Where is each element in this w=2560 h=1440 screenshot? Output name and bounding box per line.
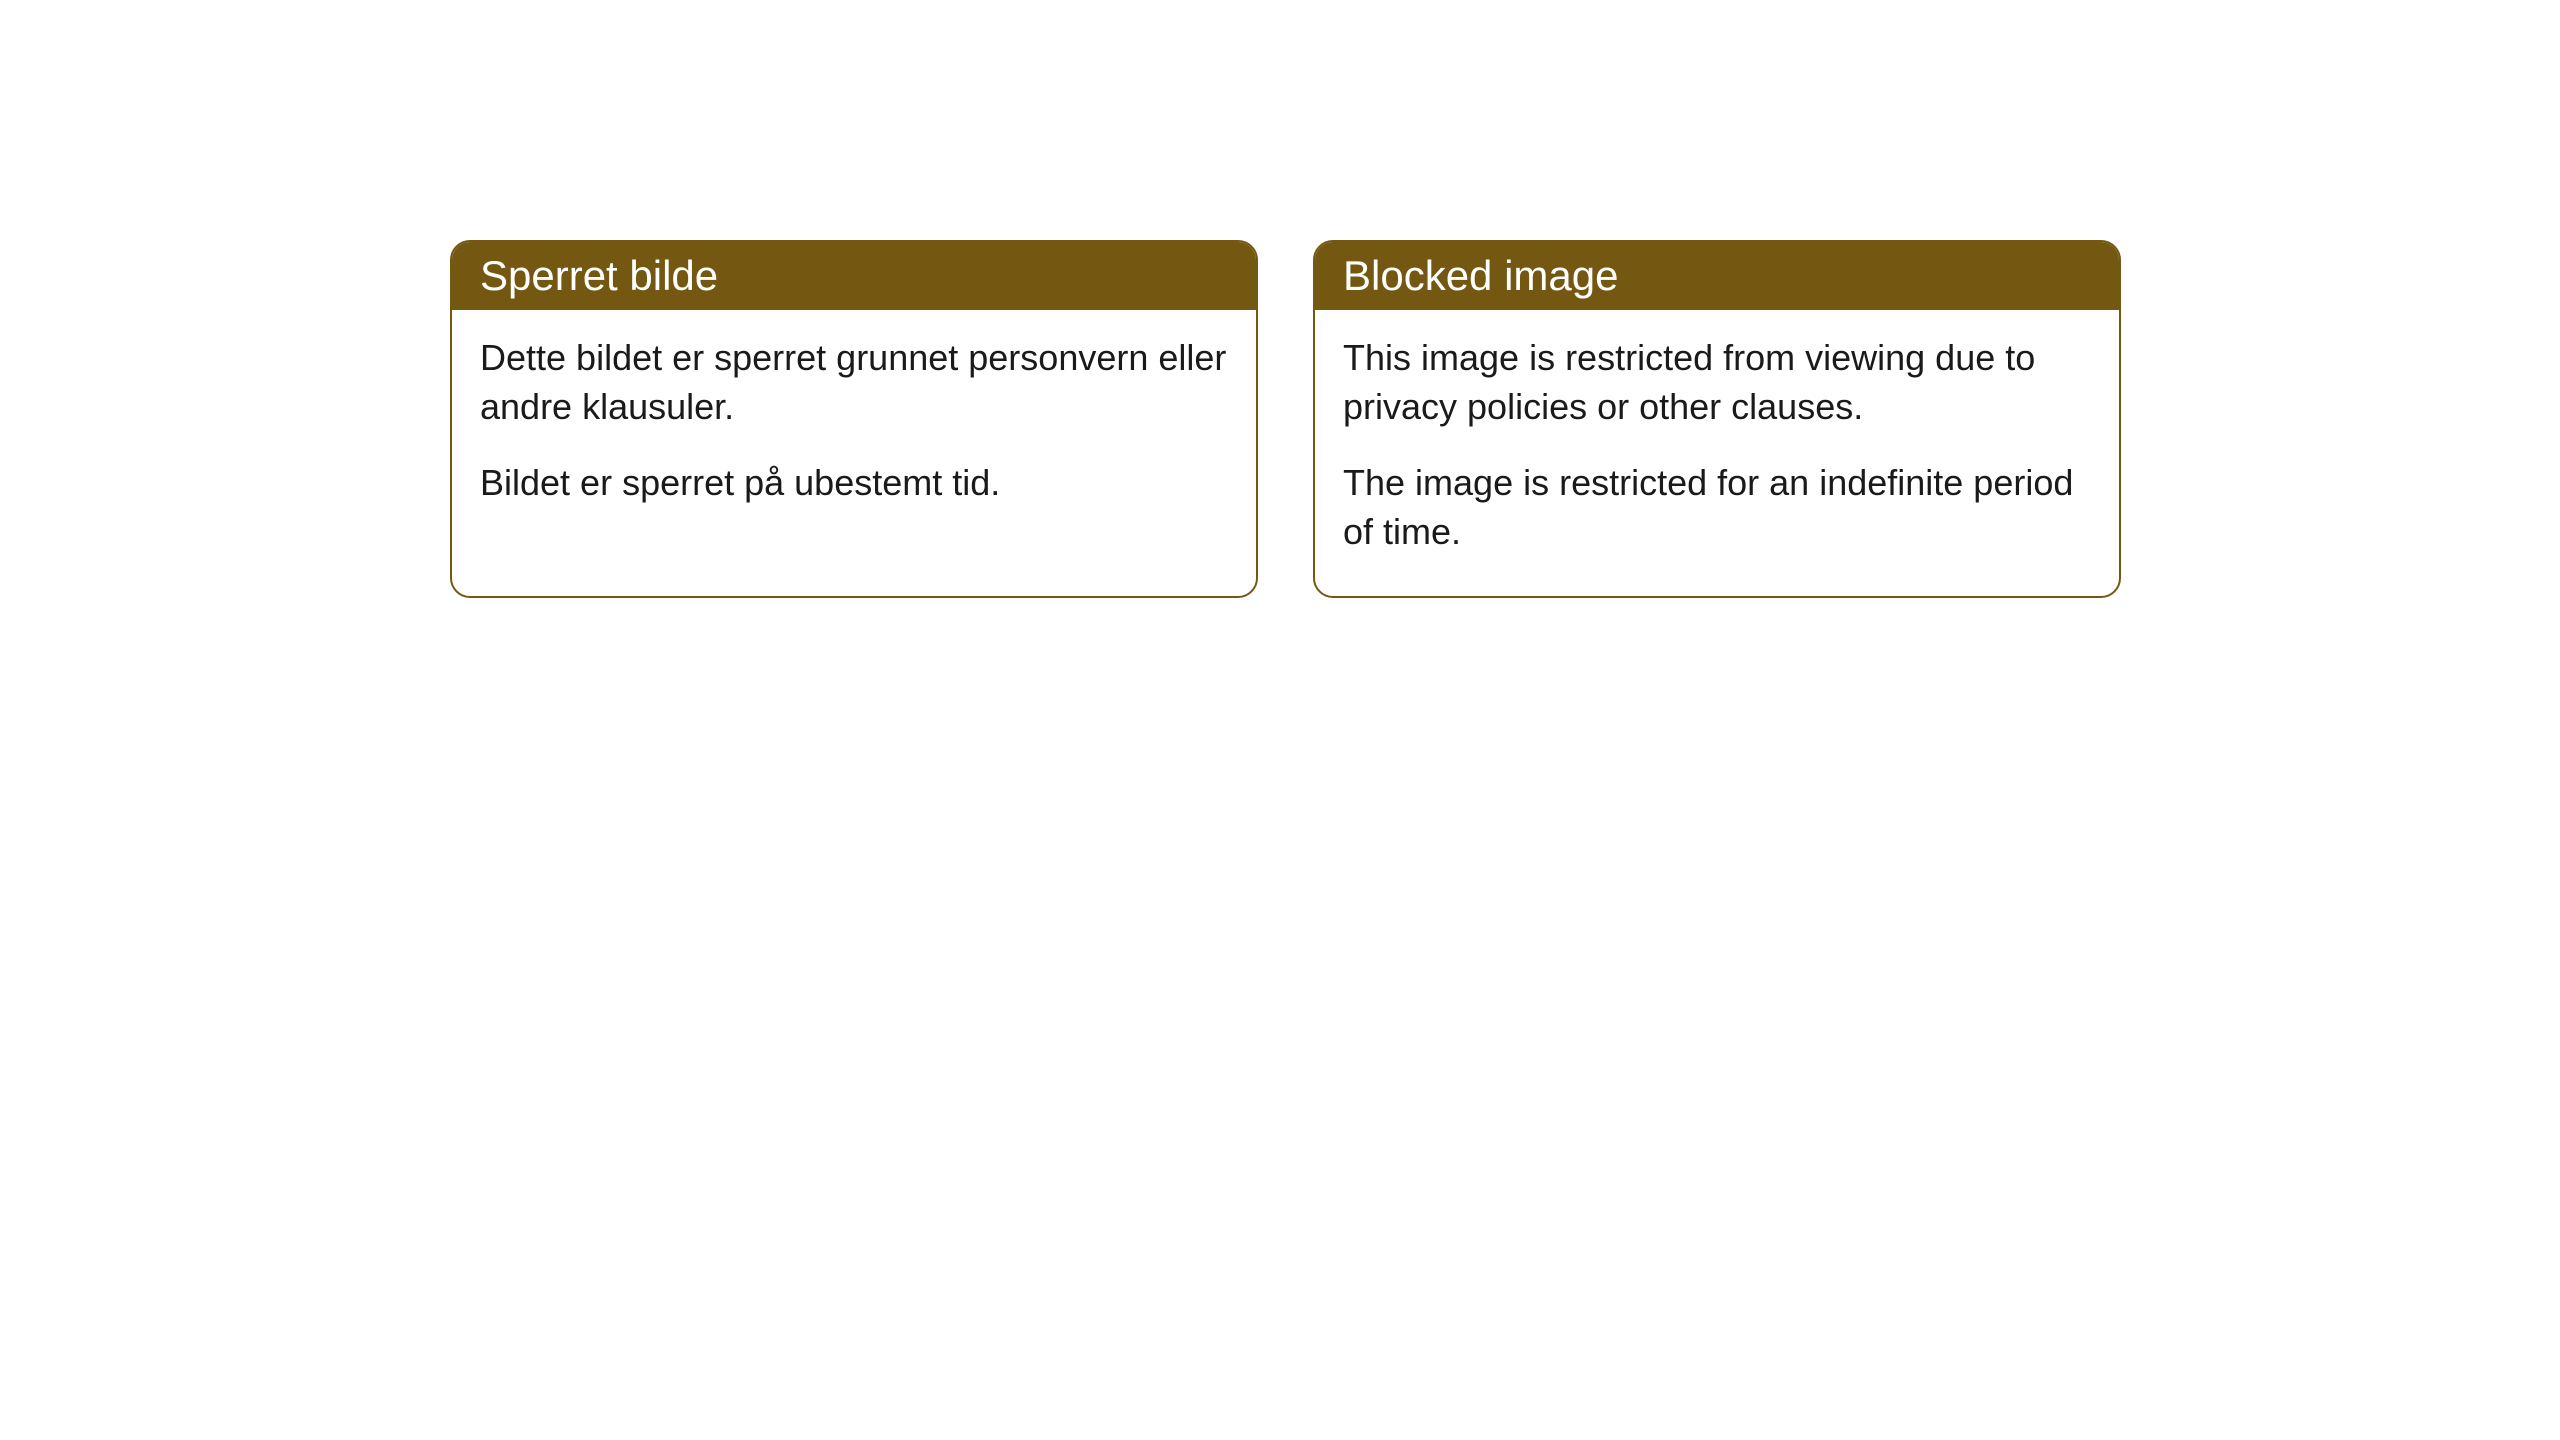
card-body-english: This image is restricted from viewing du… bbox=[1315, 310, 2119, 596]
cards-container: Sperret bilde Dette bildet er sperret gr… bbox=[450, 240, 2121, 598]
card-header-norwegian: Sperret bilde bbox=[452, 242, 1256, 310]
card-para-2: The image is restricted for an indefinit… bbox=[1343, 459, 2091, 556]
card-body-norwegian: Dette bildet er sperret grunnet personve… bbox=[452, 310, 1256, 548]
card-header-english: Blocked image bbox=[1315, 242, 2119, 310]
card-para-1: Dette bildet er sperret grunnet personve… bbox=[480, 334, 1228, 431]
card-english: Blocked image This image is restricted f… bbox=[1313, 240, 2121, 598]
card-para-2: Bildet er sperret på ubestemt tid. bbox=[480, 459, 1228, 508]
card-para-1: This image is restricted from viewing du… bbox=[1343, 334, 2091, 431]
card-norwegian: Sperret bilde Dette bildet er sperret gr… bbox=[450, 240, 1258, 598]
